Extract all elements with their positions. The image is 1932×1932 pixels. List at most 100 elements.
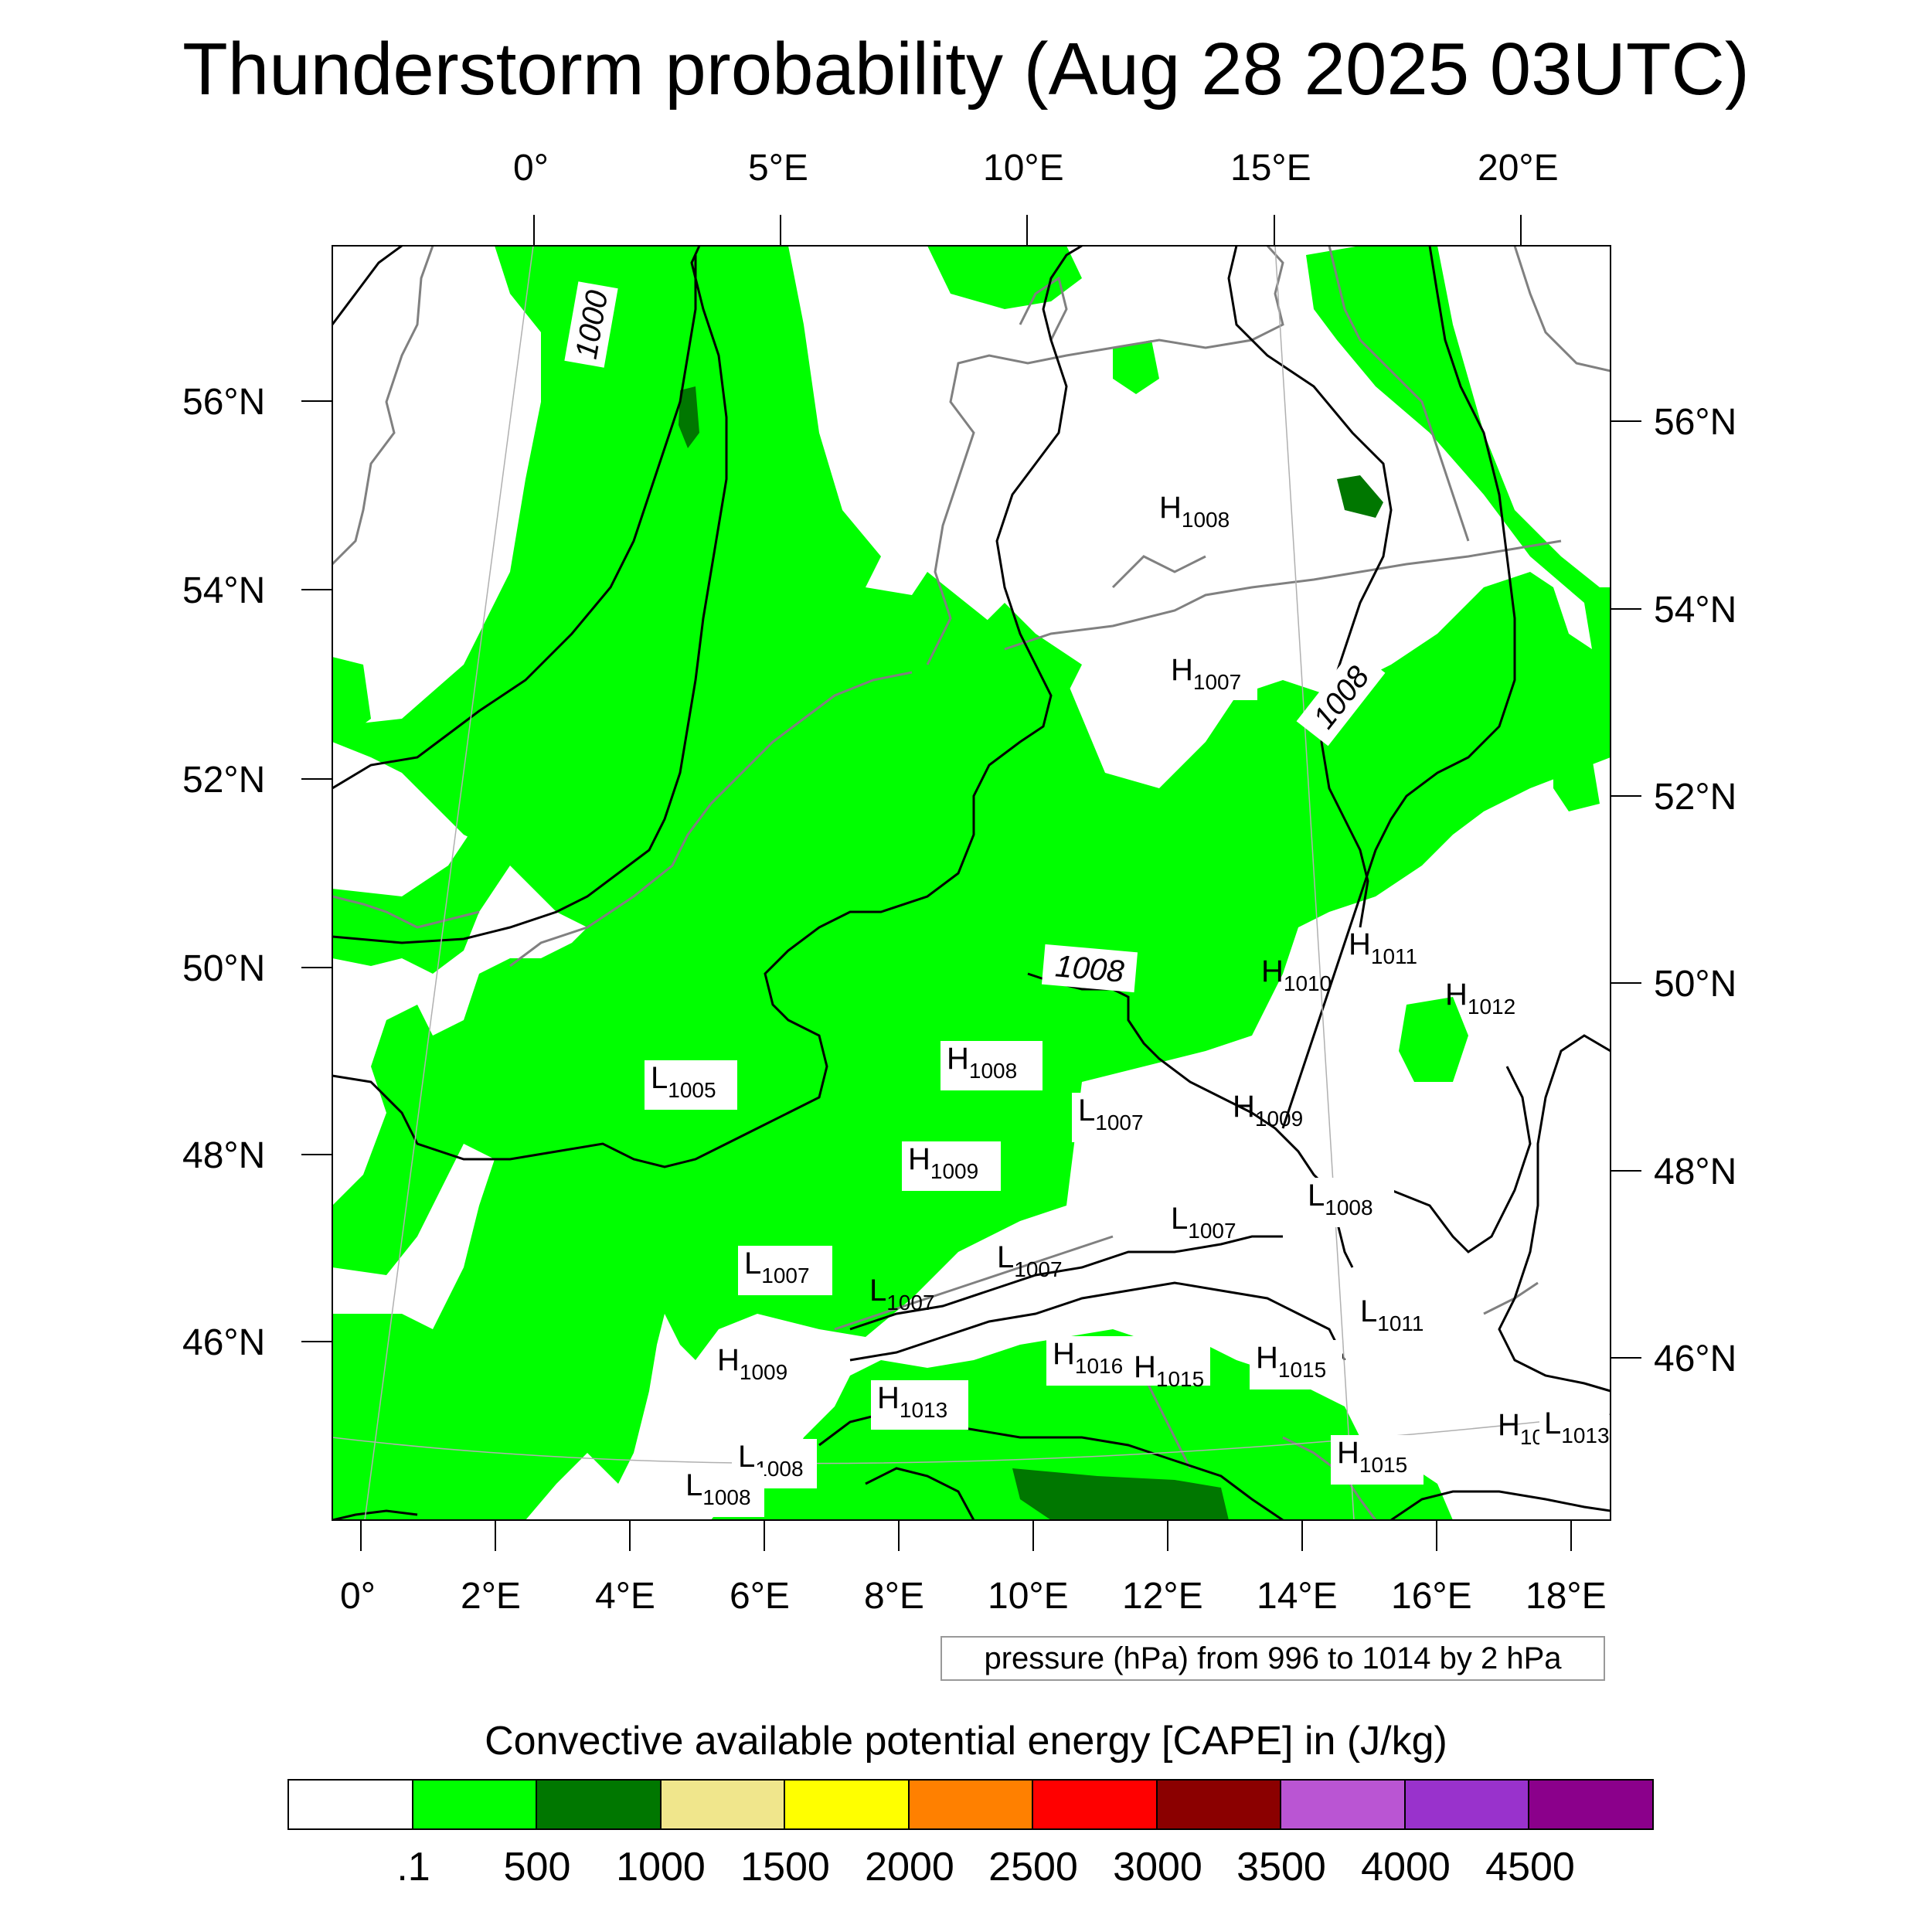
colorbar-label: 2000 bbox=[865, 1845, 954, 1889]
cape-area-central bbox=[495, 603, 1082, 1267]
pressure-center: H1008 bbox=[940, 1041, 1043, 1090]
pressure-center: H1015 bbox=[1134, 1350, 1204, 1391]
cape-area-uk-east bbox=[332, 657, 371, 742]
svg-text:L1007: L1007 bbox=[1171, 1202, 1236, 1243]
svg-text:L1007: L1007 bbox=[744, 1247, 810, 1287]
svg-text:L1013: L1013 bbox=[1544, 1406, 1610, 1447]
colorbar-swatch bbox=[413, 1781, 538, 1828]
cape-dark-patch-baltic bbox=[1337, 475, 1383, 518]
bottom-lon-label: 12°E bbox=[1122, 1576, 1203, 1617]
pressure-center: H1009 bbox=[902, 1141, 1001, 1191]
svg-text:H1012: H1012 bbox=[1445, 978, 1515, 1019]
right-lat-label: 56°N bbox=[1654, 402, 1737, 443]
svg-text:L1007: L1007 bbox=[869, 1274, 935, 1315]
svg-text:H1015: H1015 bbox=[1256, 1341, 1326, 1382]
svg-text:H1011: H1011 bbox=[1349, 927, 1417, 968]
pressure-note: pressure (hPa) from 996 to 1014 by 2 hPa bbox=[940, 1636, 1605, 1681]
svg-text:L1008: L1008 bbox=[1308, 1179, 1373, 1219]
tick-marks bbox=[301, 215, 1641, 1551]
pressure-center: H1015 bbox=[1250, 1340, 1342, 1389]
bottom-lon-label: 0° bbox=[340, 1576, 376, 1617]
pressure-center: H1011 bbox=[1349, 927, 1417, 968]
svg-text:H1008: H1008 bbox=[947, 1042, 1017, 1083]
contour-label-1008-a: 1008 bbox=[1041, 944, 1138, 993]
bottom-lon-label: 6°E bbox=[730, 1576, 790, 1617]
colorbar-label: .1 bbox=[396, 1845, 430, 1889]
top-lon-label: 20°E bbox=[1478, 148, 1559, 189]
svg-text:H1009: H1009 bbox=[908, 1142, 978, 1183]
pressure-center: L1005 bbox=[645, 1060, 737, 1110]
cape-colorbar bbox=[287, 1779, 1654, 1830]
bottom-lon-label: 14°E bbox=[1257, 1576, 1338, 1617]
pressure-center: H1007 bbox=[1165, 652, 1257, 700]
page-title: Thunderstorm probability (Aug 28 2025 03… bbox=[182, 28, 1750, 111]
pressure-center: L1011 bbox=[1360, 1294, 1423, 1335]
left-lat-label: 56°N bbox=[182, 382, 266, 423]
colorbar-label: 4000 bbox=[1361, 1845, 1451, 1889]
colorbar-swatch bbox=[537, 1781, 662, 1828]
svg-text:L1008: L1008 bbox=[685, 1468, 751, 1509]
colorbar-swatch bbox=[1281, 1781, 1406, 1828]
map-frame bbox=[332, 245, 1611, 1521]
top-lon-label: 0° bbox=[513, 148, 549, 189]
svg-text:H1015: H1015 bbox=[1134, 1350, 1204, 1391]
svg-text:L1011: L1011 bbox=[1360, 1294, 1423, 1335]
left-lat-label: 50°N bbox=[182, 948, 266, 989]
colorbar-swatch bbox=[661, 1781, 786, 1828]
right-lat-label: 48°N bbox=[1654, 1151, 1737, 1192]
cape-legend-title: Convective available potential energy [C… bbox=[485, 1719, 1447, 1764]
top-lon-label: 15°E bbox=[1230, 148, 1311, 189]
cape-dark-patch-northsea bbox=[679, 386, 699, 448]
right-lat-label: 46°N bbox=[1654, 1338, 1737, 1379]
bottom-lon-label: 16°E bbox=[1391, 1576, 1472, 1617]
pressure-center: L1008 bbox=[679, 1468, 764, 1517]
colorbar-label: 1000 bbox=[616, 1845, 706, 1889]
svg-text:1008: 1008 bbox=[1054, 949, 1126, 989]
svg-text:H1015: H1015 bbox=[1337, 1436, 1407, 1477]
pressure-center: L1007 bbox=[869, 1274, 935, 1315]
colorbar-swatch bbox=[785, 1781, 910, 1828]
right-lat-label: 54°N bbox=[1654, 590, 1737, 631]
svg-text:H1007: H1007 bbox=[1171, 653, 1241, 694]
cape-area-main bbox=[332, 246, 1611, 1520]
pressure-center-labels: H1008 H1007 H1010 H1011 H1012 H1008 L100… bbox=[645, 491, 1610, 1517]
colorbar-label: 3000 bbox=[1113, 1845, 1202, 1889]
right-lat-label: 50°N bbox=[1654, 964, 1737, 1005]
svg-text:H1016: H1016 bbox=[1053, 1337, 1123, 1378]
top-lon-label: 10°E bbox=[983, 148, 1064, 189]
svg-text:L1005: L1005 bbox=[651, 1061, 716, 1102]
top-lon-label: 5°E bbox=[748, 148, 808, 189]
svg-text:L1007: L1007 bbox=[1078, 1094, 1144, 1134]
contour-label-1000: 1000 bbox=[564, 281, 618, 368]
colorbar-swatch bbox=[289, 1781, 413, 1828]
bottom-lon-label: 4°E bbox=[595, 1576, 655, 1617]
left-lat-label: 48°N bbox=[182, 1135, 266, 1176]
cape-area-norway-coast bbox=[927, 246, 1082, 309]
pressure-center: H1012 bbox=[1445, 978, 1515, 1019]
colorbar-swatch bbox=[1157, 1781, 1282, 1828]
pressure-center: H1009 bbox=[1233, 1090, 1303, 1131]
left-lat-label: 46°N bbox=[182, 1322, 266, 1363]
pressure-center: L1007 bbox=[997, 1240, 1063, 1281]
bottom-lon-label: 10°E bbox=[988, 1576, 1069, 1617]
cape-area-sweden-patch bbox=[1113, 340, 1159, 394]
pressure-center: L1007 bbox=[738, 1246, 832, 1295]
svg-text:L1007: L1007 bbox=[997, 1240, 1063, 1281]
colorbar-swatch bbox=[1529, 1781, 1653, 1828]
pressure-center: H1016 bbox=[1046, 1336, 1210, 1386]
pressure-center: H1009 bbox=[711, 1342, 798, 1392]
pressure-center: H1013 bbox=[871, 1380, 968, 1430]
left-lat-label: 52°N bbox=[182, 760, 266, 801]
pressure-center: L1007 bbox=[1072, 1093, 1165, 1142]
bottom-lon-label: 8°E bbox=[864, 1576, 924, 1617]
pressure-center: L1013 bbox=[1539, 1406, 1610, 1455]
pressure-center: L1007 bbox=[1171, 1202, 1236, 1243]
colorbar-label: 3500 bbox=[1236, 1845, 1326, 1889]
coastlines bbox=[332, 246, 1611, 1520]
svg-text:H1009: H1009 bbox=[717, 1343, 787, 1384]
colorbar-label: 4500 bbox=[1485, 1845, 1575, 1889]
colorbar-swatch bbox=[1033, 1781, 1158, 1828]
svg-text:H1010: H1010 bbox=[1261, 954, 1332, 995]
pressure-center: H1015 bbox=[1331, 1435, 1423, 1485]
